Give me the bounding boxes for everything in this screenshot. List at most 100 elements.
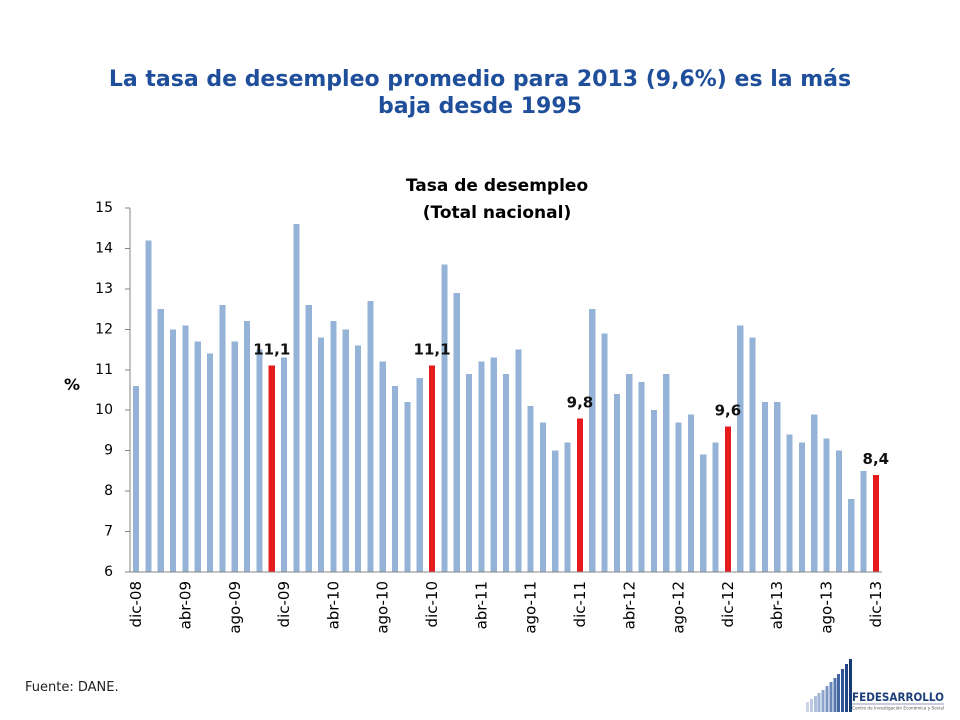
- y-tick-label: 13: [95, 281, 113, 297]
- bar: [761, 402, 768, 572]
- bars: [133, 224, 879, 573]
- y-axis-ticks: 6 7 8 9 10 11 12 13 14 15: [95, 200, 130, 580]
- logo-bar: [845, 664, 848, 712]
- x-tick-label: abr-11: [472, 581, 490, 629]
- bar: [133, 385, 140, 572]
- bar: [712, 442, 719, 572]
- x-tick-label: abr-12: [620, 581, 638, 629]
- data-label: 9,6: [715, 401, 742, 419]
- bar: [465, 373, 473, 572]
- bar: [145, 240, 152, 573]
- x-tick-label: dic-09: [275, 581, 293, 627]
- y-tick-label: 15: [95, 200, 113, 216]
- x-tick-label: abr-13: [768, 581, 786, 629]
- y-axis-label: %: [64, 375, 80, 394]
- bar: [700, 454, 707, 572]
- bar: [527, 406, 534, 572]
- slide-title-line-1: La tasa de desempleo promedio para 2013 …: [108, 67, 852, 92]
- slide-title: La tasa de desempleo promedio para 2013 …: [0, 66, 960, 120]
- y-tick-label: 7: [104, 524, 113, 540]
- logo-bar: [837, 674, 841, 712]
- bar: [207, 353, 214, 572]
- logo-bar: [825, 686, 829, 712]
- bar: [305, 305, 312, 572]
- bar: [490, 357, 497, 572]
- logo-bar: [821, 690, 825, 712]
- data-label: 8,4: [863, 450, 890, 468]
- y-tick-label: 9: [104, 443, 113, 459]
- data-label: 9,8: [567, 393, 594, 411]
- highlighted-bar: [428, 365, 436, 572]
- logo-bar: [806, 702, 809, 712]
- bar: [675, 422, 682, 572]
- chart-subtitle: (Total nacional): [423, 203, 571, 223]
- logo-name: FEDESARROLLO: [852, 690, 944, 704]
- bar: [293, 224, 300, 572]
- bar: [244, 321, 251, 572]
- data-label: 11,1: [414, 341, 451, 359]
- bar: [860, 470, 867, 572]
- logo-bar: [848, 659, 852, 712]
- x-tick-label: dic-08: [127, 581, 145, 627]
- bar: [231, 341, 238, 572]
- bar: [354, 345, 362, 572]
- logo-bars-icon: [806, 659, 852, 712]
- x-tick-label: dic-10: [423, 581, 441, 627]
- bar: [811, 414, 818, 572]
- bar: [650, 410, 658, 572]
- bar: [391, 385, 399, 572]
- y-tick-label: 10: [95, 402, 113, 418]
- logo-bar: [841, 669, 845, 712]
- logo-bar: [809, 699, 813, 712]
- bar: [182, 325, 189, 572]
- logo-bar: [833, 678, 837, 712]
- x-axis-ticks: dic-08 abr-09 ago-09 dic-09 abr-10 ago-10 dic-…: [127, 581, 885, 634]
- bar: [687, 414, 694, 572]
- data-labels: 11,1 11,1 9,8 9,6 8,4: [253, 341, 889, 468]
- bar: [256, 349, 263, 572]
- bar: [416, 377, 423, 572]
- x-tick-label: ago-12: [670, 581, 688, 634]
- bar: [367, 301, 374, 572]
- x-tick-label: abr-09: [176, 581, 194, 629]
- bar: [194, 341, 201, 572]
- bar: [478, 361, 485, 572]
- bar: [552, 450, 559, 572]
- bar: [515, 349, 522, 572]
- bar: [613, 394, 621, 572]
- bar: [835, 450, 842, 572]
- bar: [170, 329, 177, 572]
- x-tick-label: dic-12: [719, 581, 737, 627]
- y-tick-label: 11: [95, 362, 113, 378]
- bar: [798, 442, 805, 572]
- bar: [626, 373, 633, 572]
- bar: [564, 442, 571, 572]
- fedesarrollo-logo: FEDESARROLLO Centro de Investigación Eco…: [806, 659, 944, 712]
- bar: [601, 333, 608, 572]
- x-tick-label: ago-13: [818, 581, 836, 634]
- x-tick-label: dic-13: [867, 581, 885, 627]
- logo-bar: [813, 696, 817, 712]
- bar: [589, 309, 596, 572]
- x-tick-label: ago-09: [226, 581, 244, 634]
- bar: [737, 325, 744, 572]
- logo-bar: [829, 682, 833, 712]
- y-tick-label: 6: [104, 564, 113, 580]
- highlighted-bar: [872, 474, 879, 572]
- bar: [281, 357, 288, 572]
- bar: [638, 381, 645, 572]
- bar: [749, 337, 756, 572]
- bar: [404, 402, 411, 572]
- x-tick-label: ago-11: [522, 581, 540, 634]
- bar: [330, 321, 337, 572]
- x-tick-label: dic-11: [571, 581, 589, 627]
- bar: [219, 305, 226, 572]
- bar: [453, 292, 460, 572]
- bar: [774, 402, 781, 572]
- data-label: 11,1: [253, 341, 290, 359]
- bar: [502, 373, 510, 572]
- highlighted-bar: [724, 426, 731, 572]
- bar: [157, 309, 164, 572]
- bar: [663, 373, 670, 572]
- chart-title: Tasa de desempleo: [406, 176, 588, 196]
